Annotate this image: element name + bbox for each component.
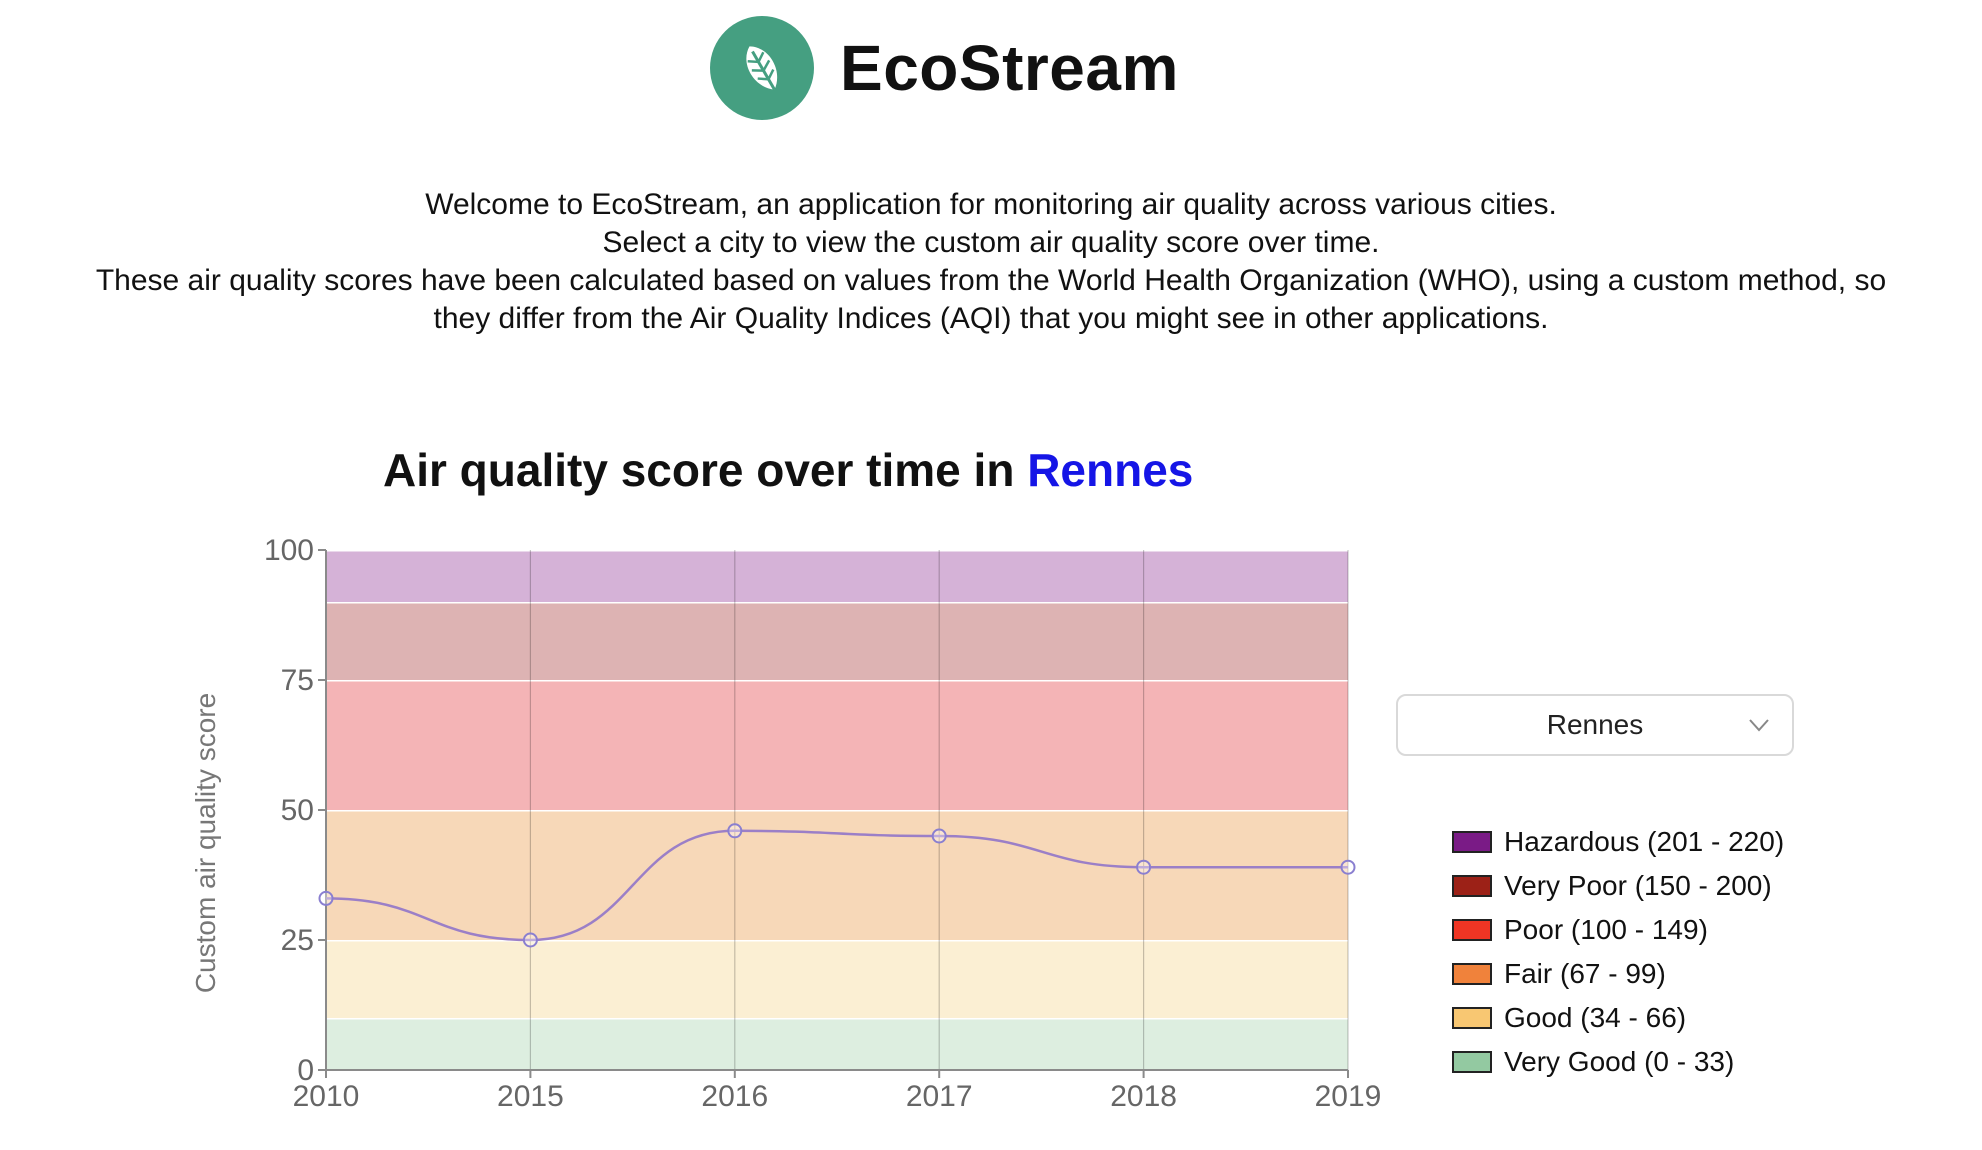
- score-band: [326, 810, 1348, 940]
- air-quality-chart: 0 25 50 75 100 2010 2015 2016 2017 2018 2019 Custo…: [190, 534, 1380, 1113]
- series-line: [325, 829, 1348, 942]
- legend-label: Fair (67 - 99): [1504, 958, 1666, 989]
- legend-item-hazardous: Hazardous (201 - 220): [1452, 820, 1784, 864]
- data-point: [318, 890, 334, 906]
- grid-lines: [529, 550, 1349, 1070]
- data-point: [727, 823, 743, 839]
- y-tick-label: 50: [281, 794, 314, 827]
- x-tick-label: 2015: [497, 1080, 564, 1113]
- brand: EcoStream: [710, 16, 1179, 120]
- x-tick-label: 2019: [1315, 1080, 1380, 1113]
- tick-labels: 0 25 50 75 100 2010 2015 2016 2017 2018 2019: [264, 534, 1380, 1113]
- legend: Hazardous (201 - 220) Very Poor (150 - 2…: [1452, 820, 1784, 1084]
- data-point: [931, 828, 947, 844]
- legend-swatch: [1452, 875, 1492, 897]
- y-tick-label: 75: [281, 664, 314, 697]
- chart-title-prefix: Air quality score over time in: [383, 444, 1028, 496]
- series: [318, 823, 1356, 948]
- legend-label: Very Good (0 - 33): [1504, 1046, 1735, 1077]
- legend-swatch: [1452, 1051, 1492, 1073]
- legend-item-good: Good (34 - 66): [1452, 996, 1784, 1040]
- legend-swatch: [1452, 963, 1492, 985]
- axes: [318, 549, 1349, 1078]
- legend-swatch: [1452, 831, 1492, 853]
- chevron-down-icon: [1749, 719, 1769, 732]
- app-header: EcoStream: [0, 16, 1982, 126]
- legend-item-very-poor: Very Poor (150 - 200): [1452, 864, 1784, 908]
- x-tick-label: 2016: [701, 1080, 768, 1113]
- city-select[interactable]: Rennes: [1396, 694, 1794, 756]
- score-band: [326, 1018, 1348, 1070]
- legend-label: Hazardous (201 - 220): [1504, 826, 1785, 857]
- chart-title-city: Rennes: [1027, 444, 1194, 496]
- intro-line: they differ from the Air Quality Indices…: [433, 302, 1549, 335]
- chart-title: Air quality score over time in Rennes: [383, 443, 1193, 497]
- data-point: [1340, 859, 1356, 875]
- y-axis-label: Custom air quality score: [190, 693, 221, 993]
- y-tick-label: 0: [297, 1054, 314, 1087]
- logo-badge: [710, 16, 814, 120]
- legend-label: Very Poor (150 - 200): [1504, 870, 1772, 901]
- city-select-value: Rennes: [1546, 709, 1644, 740]
- score-bands: [326, 548, 1348, 1070]
- leaf-icon: [746, 46, 778, 91]
- y-tick-label: 100: [264, 534, 314, 567]
- legend-swatch: [1452, 1007, 1492, 1029]
- legend-label: Good (34 - 66): [1504, 1002, 1687, 1033]
- x-tick-label: 2017: [906, 1080, 973, 1113]
- legend-item-poor: Poor (100 - 149): [1452, 908, 1784, 952]
- legend-label: Poor (100 - 149): [1504, 914, 1708, 945]
- x-tick-label: 2010: [293, 1080, 360, 1113]
- app-title: EcoStream: [840, 32, 1179, 104]
- score-band: [326, 680, 1348, 810]
- legend-swatch: [1452, 919, 1492, 941]
- intro-text: Welcome to EcoStream, an application for…: [0, 186, 1982, 338]
- legend-item-fair: Fair (67 - 99): [1452, 952, 1784, 996]
- x-tick-label: 2018: [1110, 1080, 1177, 1113]
- y-tick-label: 25: [281, 924, 314, 957]
- score-band: [326, 602, 1348, 680]
- score-band: [326, 550, 1348, 602]
- intro-line: Welcome to EcoStream, an application for…: [425, 188, 1557, 221]
- data-point: [522, 932, 538, 948]
- score-band: [326, 940, 1348, 1018]
- data-point: [1136, 859, 1152, 875]
- intro-line: Select a city to view the custom air qua…: [602, 226, 1380, 259]
- intro-line: These air quality scores have been calcu…: [95, 264, 1887, 297]
- legend-item-very-good: Very Good (0 - 33): [1452, 1040, 1784, 1084]
